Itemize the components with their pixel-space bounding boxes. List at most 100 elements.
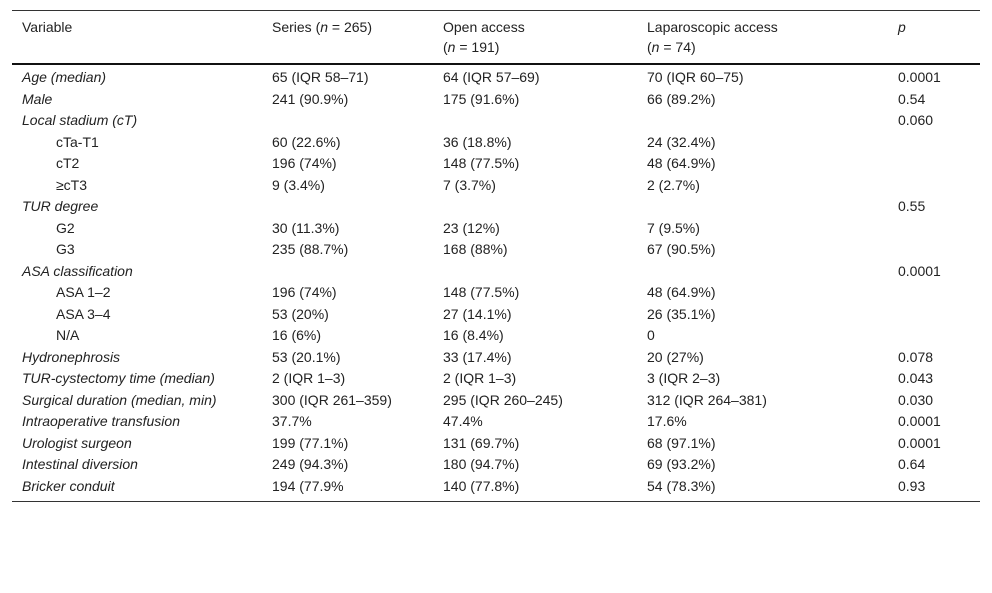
cell-series: 65 (IQR 58–71) (272, 69, 369, 85)
cell-lap: 54 (78.3%) (647, 477, 716, 494)
cell-series: 16 (6%) (272, 327, 322, 343)
cell-variable: N/A (56, 327, 80, 343)
cell-lap: 3 (IQR 2–3) (647, 370, 721, 386)
header-lap: Laparoscopic access (n = 74) (637, 10, 888, 65)
cell-variable: Male (22, 90, 53, 107)
cell-open: 148 (77.5%) (443, 284, 520, 300)
cell-variable: Age (median) (22, 69, 107, 85)
cell-variable: G2 (56, 219, 75, 236)
table-row: Male 241 (90.9%) 175 (91.6%) 66 (89.2%) 0.54 (12, 89, 980, 111)
header-open: Open access (n = 191) (433, 10, 637, 65)
header-variable: Variable (12, 10, 262, 65)
cell-lap (637, 261, 888, 283)
cell-lap (637, 110, 888, 132)
cell-series: 196 (74%) (272, 284, 337, 300)
header-p: p (888, 10, 980, 65)
cell-p: 0.54 (898, 90, 926, 107)
header-open-n: n (447, 39, 456, 55)
cell-variable: G3 (56, 241, 75, 257)
header-series-label: Series ( (272, 19, 321, 35)
cell-variable: Surgical duration (median, min) (22, 391, 217, 408)
cell-p: 0.043 (898, 370, 934, 386)
cell-variable: ASA 3–4 (56, 305, 111, 322)
cell-p: 0.078 (898, 348, 934, 365)
cell-series (262, 110, 433, 132)
cell-lap: 2 (2.7%) (647, 176, 700, 193)
cell-variable: Urologist surgeon (22, 434, 132, 451)
cell-series: 37.7% (272, 413, 312, 429)
cell-series (262, 261, 433, 283)
cell-open: 180 (94.7%) (443, 456, 520, 472)
cell-variable: ≥cT3 (56, 176, 88, 193)
cell-open: 47.4% (443, 413, 483, 429)
cell-p (888, 304, 980, 326)
cell-open: 168 (88%) (443, 241, 508, 257)
table-row: TUR-cystectomy time (median) 2 (IQR 1–3) 2… (12, 368, 980, 390)
table-row: N/A 16 (6%) 16 (8.4%) 0 (12, 325, 980, 347)
cell-open: 140 (77.8%) (443, 477, 520, 494)
cell-variable: Hydronephrosis (22, 348, 121, 365)
cell-p (888, 239, 980, 261)
cell-variable: TUR degree (22, 198, 99, 214)
cell-open: 64 (IQR 57–69) (443, 69, 540, 85)
table-row: ASA classification 0.0001 (12, 261, 980, 283)
table-row: cTa-T1 60 (22.6%) 36 (18.8%) 24 (32.4%) (12, 132, 980, 154)
cell-series: 53 (20%) (272, 305, 329, 322)
cell-variable: Intraoperative transfusion (22, 413, 180, 429)
header-open-label: Open access (443, 19, 525, 35)
cell-variable: ASA 1–2 (56, 284, 111, 300)
cell-lap: 0 (647, 327, 655, 343)
cell-lap: 68 (97.1%) (647, 434, 716, 451)
cell-series: 194 (77.9% (272, 477, 344, 494)
cell-p (888, 132, 980, 154)
cell-lap: 7 (9.5%) (647, 219, 700, 236)
cell-series: 235 (88.7%) (272, 241, 349, 257)
cell-variable: ASA classification (22, 262, 133, 279)
header-open-count: = 191) (455, 39, 500, 55)
cell-series: 9 (3.4%) (272, 176, 325, 193)
table-row: Bricker conduit 194 (77.9% 140 (77.8%) 54 (… (12, 476, 980, 502)
table-row: Intraoperative transfusion 37.7% 47.4% 17.6… (12, 411, 980, 433)
cell-p: 0.0001 (898, 413, 941, 429)
cell-series: 196 (74%) (272, 155, 337, 171)
cell-series (262, 196, 433, 218)
cell-lap: 312 (IQR 264–381) (647, 391, 767, 408)
cell-lap: 17.6% (647, 413, 687, 429)
results-table: Variable Series (n = 265) Open access (n … (12, 10, 980, 502)
cell-open: 175 (91.6%) (443, 90, 520, 107)
cell-variable: cTa-T1 (56, 133, 99, 150)
table-row: Intestinal diversion 249 (94.3%) 180 (94.7… (12, 454, 980, 476)
header-series: Series (n = 265) (262, 10, 433, 65)
cell-lap: 67 (90.5%) (647, 241, 716, 257)
cell-open: 2 (IQR 1–3) (443, 370, 517, 386)
table-body: Age (median) 65 (IQR 58–71) 64 (IQR 57–69)… (12, 64, 980, 502)
cell-lap: 69 (93.2%) (647, 456, 716, 472)
cell-p: 0.0001 (898, 262, 941, 279)
cell-variable: TUR-cystectomy time (median) (22, 370, 215, 386)
header-lap-label: Laparoscopic access (647, 19, 778, 35)
cell-lap (637, 196, 888, 218)
header-p-label: p (898, 19, 906, 35)
cell-lap: 20 (27%) (647, 348, 704, 365)
header-series-count: = 265) (328, 19, 373, 35)
cell-p: 0.0001 (898, 69, 941, 85)
cell-p (888, 175, 980, 197)
cell-series: 2 (IQR 1–3) (272, 370, 346, 386)
cell-variable: Bricker conduit (22, 477, 115, 494)
cell-lap: 70 (IQR 60–75) (647, 69, 744, 85)
table-row: Urologist surgeon 199 (77.1%) 131 (69.7%) 6… (12, 433, 980, 455)
cell-open: 131 (69.7%) (443, 434, 520, 451)
cell-series: 30 (11.3%) (272, 219, 340, 236)
cell-open: 33 (17.4%) (443, 348, 512, 365)
cell-p: 0.55 (898, 198, 926, 214)
cell-series: 249 (94.3%) (272, 456, 349, 472)
table-row: Local stadium (cT) 0.060 (12, 110, 980, 132)
table-row: ASA 3–4 53 (20%) 27 (14.1%) 26 (35.1%) (12, 304, 980, 326)
table-row: G2 30 (11.3%) 23 (12%) 7 (9.5%) (12, 218, 980, 240)
cell-p (888, 282, 980, 304)
cell-p (888, 325, 980, 347)
table-row: Surgical duration (median, min) 300 (IQR … (12, 390, 980, 412)
cell-lap: 26 (35.1%) (647, 305, 716, 322)
header-lap-count: = 74) (659, 39, 696, 55)
cell-open: 23 (12%) (443, 219, 500, 236)
